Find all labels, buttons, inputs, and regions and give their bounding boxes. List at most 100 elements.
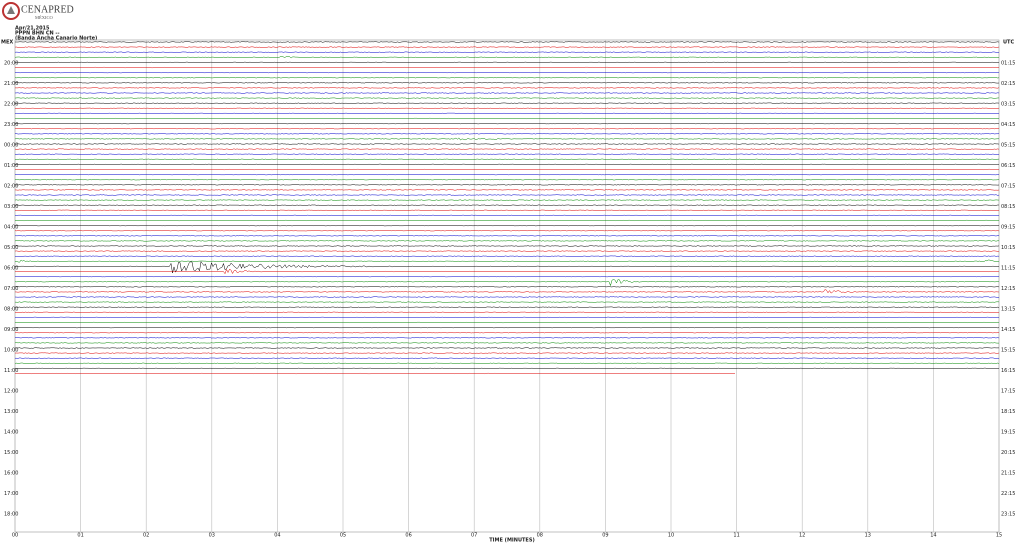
trace bbox=[14, 117, 1000, 120]
trace bbox=[14, 276, 1000, 278]
right-hour-label: 21:15 bbox=[1001, 471, 1015, 477]
left-hour-label: 06:00 bbox=[4, 266, 18, 272]
right-hour-label: 14:15 bbox=[1001, 327, 1015, 333]
x-tick-label: 07 bbox=[471, 533, 477, 539]
left-hour-label: 21:00 bbox=[4, 81, 18, 87]
left-hour-label: 05:00 bbox=[4, 245, 18, 251]
trace bbox=[14, 289, 1000, 294]
trace bbox=[14, 137, 999, 141]
trace bbox=[14, 168, 999, 171]
plot-frame bbox=[14, 39, 1000, 533]
trace bbox=[14, 189, 1000, 191]
right-hour-label: 15:15 bbox=[1001, 348, 1015, 354]
right-hour-label: 01:15 bbox=[1001, 61, 1015, 67]
left-hour-label: 13:00 bbox=[4, 409, 18, 415]
x-tick-label: 12 bbox=[799, 533, 805, 539]
trace bbox=[14, 286, 1000, 288]
trace bbox=[14, 61, 1000, 63]
trace bbox=[14, 296, 999, 298]
trace bbox=[14, 82, 1000, 84]
trace bbox=[14, 184, 1000, 186]
trace bbox=[14, 240, 999, 242]
left-axis-title: MEX bbox=[1, 40, 13, 46]
trace bbox=[14, 199, 1000, 201]
left-hour-label: 07:00 bbox=[4, 286, 18, 292]
trace bbox=[14, 332, 1000, 334]
x-tick-label: 13 bbox=[865, 533, 871, 539]
left-hour-label: 00:00 bbox=[4, 143, 18, 149]
right-hour-label: 06:15 bbox=[1001, 163, 1015, 169]
trace bbox=[14, 77, 1000, 79]
trace bbox=[14, 352, 1000, 354]
trace bbox=[14, 367, 1000, 369]
left-hour-label: 23:00 bbox=[4, 122, 18, 128]
logo-icon bbox=[7, 6, 15, 14]
logo: CENAPRED MÉXICO bbox=[2, 2, 74, 20]
trace bbox=[14, 347, 999, 349]
right-hour-label: 17:15 bbox=[1001, 389, 1015, 395]
trace bbox=[14, 92, 1000, 94]
trace bbox=[14, 214, 1000, 216]
right-hour-label: 22:15 bbox=[1001, 491, 1015, 497]
x-tick-label: 10 bbox=[668, 533, 674, 539]
x-tick-label: 15 bbox=[996, 533, 1002, 539]
right-hour-label: 16:15 bbox=[1001, 368, 1015, 374]
station: PPPN BHN CN -- bbox=[15, 31, 60, 37]
right-hour-label: 10:15 bbox=[1001, 245, 1015, 251]
x-tick-label: 03 bbox=[209, 533, 215, 539]
x-tick-label: 05 bbox=[340, 533, 346, 539]
right-hour-label: 11:15 bbox=[1001, 266, 1015, 272]
x-tick-label: 04 bbox=[274, 533, 280, 539]
right-hour-label: 02:15 bbox=[1001, 81, 1015, 87]
trace bbox=[14, 255, 1000, 257]
trace bbox=[14, 209, 1000, 211]
trace bbox=[14, 158, 1000, 160]
right-hour-label: 20:15 bbox=[1001, 450, 1015, 456]
left-hour-label: 20:00 bbox=[4, 61, 18, 67]
trace bbox=[14, 102, 1000, 104]
right-axis-title: UTC bbox=[1003, 40, 1014, 46]
left-hour-label: 18:00 bbox=[4, 512, 18, 518]
trace bbox=[14, 230, 1000, 232]
trace bbox=[14, 179, 1000, 181]
x-axis-title: TIME (MINUTES) bbox=[489, 538, 534, 544]
left-hour-label: 04:00 bbox=[4, 225, 18, 231]
trace bbox=[14, 342, 999, 344]
x-tick-label: 14 bbox=[930, 533, 936, 539]
x-tick-label: 08 bbox=[537, 533, 543, 539]
trace bbox=[14, 245, 1000, 247]
logo-mark bbox=[2, 2, 20, 20]
trace bbox=[14, 306, 1000, 308]
trace bbox=[15, 87, 1000, 89]
trace bbox=[14, 337, 1000, 339]
network: (Banda Ancha Canario Norte) bbox=[15, 36, 97, 42]
left-hour-label: 02:00 bbox=[4, 184, 18, 190]
left-hour-label: 17:00 bbox=[4, 491, 18, 497]
x-tick-label: 00 bbox=[12, 533, 18, 539]
trace bbox=[14, 259, 1000, 263]
right-hour-label: 07:15 bbox=[1001, 184, 1015, 190]
left-hour-label: 14:00 bbox=[4, 430, 18, 436]
trace bbox=[14, 204, 999, 206]
right-hour-label: 03:15 bbox=[1001, 102, 1015, 108]
trace bbox=[14, 55, 999, 59]
right-hour-label: 12:15 bbox=[1001, 286, 1015, 292]
left-hour-label: 10:00 bbox=[4, 348, 18, 354]
trace bbox=[14, 225, 999, 227]
date: Apr/21,2015 bbox=[15, 26, 50, 32]
left-hour-label: 03:00 bbox=[4, 204, 18, 210]
right-hour-label: 23:15 bbox=[1001, 512, 1015, 518]
x-tick-label: 06 bbox=[405, 533, 411, 539]
left-hour-label: 09:00 bbox=[4, 327, 18, 333]
x-tick-label: 01 bbox=[77, 533, 83, 539]
trace bbox=[15, 41, 1000, 43]
logo-subtitle: MÉXICO bbox=[35, 15, 53, 20]
right-hour-label: 05:15 bbox=[1001, 143, 1015, 149]
x-tick-label: 11 bbox=[733, 533, 739, 539]
trace bbox=[14, 107, 1000, 109]
trace bbox=[14, 279, 1000, 287]
right-hour-label: 19:15 bbox=[1001, 430, 1015, 436]
trace bbox=[14, 66, 1000, 69]
trace bbox=[14, 219, 999, 222]
